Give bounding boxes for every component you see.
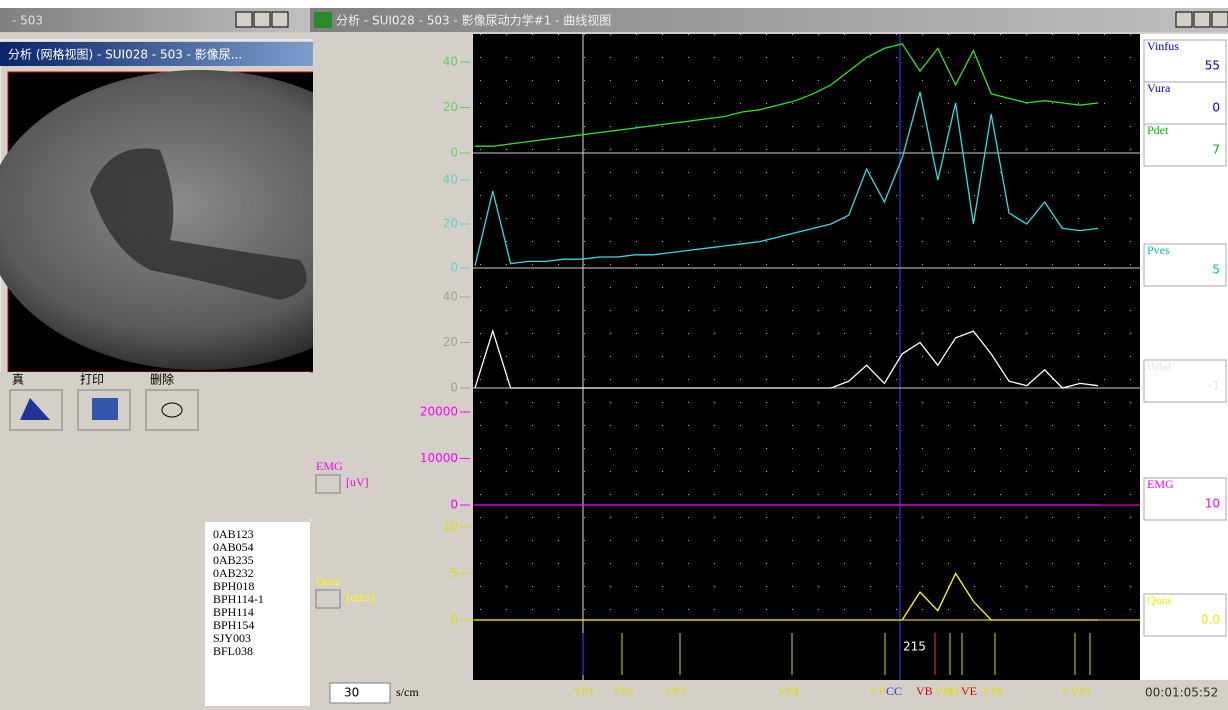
toolbar-icons[interactable] — [10, 390, 198, 430]
event-label: CC — [886, 684, 902, 698]
event-label: VE — [961, 684, 977, 698]
y-tick-label: 0 — [450, 613, 458, 627]
toolbar-label: 打印 — [80, 373, 104, 387]
record-item[interactable]: BPH018 — [213, 579, 254, 593]
window-buttons[interactable] — [236, 12, 288, 27]
desktop — [0, 0, 1228, 8]
event-label: VB — [916, 684, 933, 698]
record-item[interactable]: BPH114 — [213, 605, 254, 619]
record-item[interactable]: BPH154 — [213, 618, 254, 632]
readout-label: Qura — [1147, 593, 1172, 607]
y-tick-label: 0 — [450, 261, 458, 275]
readout-label: EMG — [1147, 477, 1174, 491]
readout-value: 10 — [1205, 497, 1220, 511]
y-tick-label: 40 — [443, 290, 458, 304]
readout-value: 0 — [1212, 101, 1220, 115]
speed-unit: s/cm — [396, 685, 419, 699]
y-tick-label: 20000 — [420, 405, 458, 419]
y-tick-label: 0 — [450, 498, 458, 512]
y-tick-label: 0 — [450, 381, 458, 395]
y-tick-label: 20 — [443, 100, 458, 114]
channel-label: Qura — [316, 574, 341, 588]
y-tick-label: 40 — [443, 55, 458, 69]
toolbar-label: 删除 — [150, 372, 174, 387]
event-label: VP — [870, 684, 886, 698]
speed-box[interactable] — [330, 683, 390, 703]
speed: 30 — [344, 686, 359, 700]
record-item[interactable]: 0AB054 — [213, 540, 254, 554]
inner-window-title: 分析 (网格视图) - SUI028 - 503 - 影像尿... — [8, 47, 242, 62]
readout-label: Pves — [1147, 243, 1170, 257]
readout-label: Vinfus — [1147, 39, 1179, 53]
channel-unit: [uV] — [346, 475, 369, 489]
y-tick-label: 10000 — [420, 451, 458, 465]
record-item[interactable]: BPH114-1 — [213, 592, 264, 606]
y-tick-label: 20 — [443, 217, 458, 231]
spin-button[interactable] — [316, 590, 340, 608]
event-label: VP8 — [982, 684, 1003, 698]
readout-value: -1 — [1208, 379, 1220, 393]
readout-label: Vura — [1147, 81, 1171, 95]
readout-label: Pdet — [1147, 123, 1169, 137]
spin-button[interactable] — [316, 475, 340, 493]
y-tick-label: 5 — [450, 566, 458, 580]
channel-label: EMG — [316, 459, 343, 473]
readout-value: 55 — [1205, 59, 1220, 73]
record-item[interactable]: SJY003 — [213, 631, 251, 645]
readout-value: 7 — [1212, 143, 1220, 157]
record-item[interactable]: 0AB232 — [213, 566, 254, 580]
toolbar-label: 真 — [12, 373, 24, 387]
plot-grid — [473, 34, 1140, 630]
screen: - 503 分析 (网格视图) - SUI028 - 503 - 影像尿... … — [0, 0, 1228, 706]
elapsed-time: 00:01:05:52 — [1145, 686, 1218, 700]
cursor-label: 215 — [903, 640, 926, 654]
y-tick-label: 10 — [443, 520, 458, 534]
y-tick-label: 40 — [443, 173, 458, 187]
app-icon — [314, 12, 332, 28]
y-tick-label: 20 — [443, 335, 458, 349]
page: - 503 分析 (网格视图) - SUI028 - 503 - 影像尿... … — [0, 0, 1228, 706]
record-item[interactable]: 0AB123 — [213, 527, 254, 541]
main-window-buttons[interactable] — [1176, 12, 1228, 27]
channel-unit: [ml/s] — [346, 590, 375, 604]
event-label: VP1 — [573, 684, 594, 698]
record-item[interactable]: 0AB235 — [213, 553, 254, 567]
readout-label: Pabd — [1147, 359, 1171, 373]
event-label: VP2 — [612, 684, 633, 698]
main-window-title: 分析 - SUI028 - 503 - 影像尿动力学#1 - 曲线视图 — [336, 13, 611, 28]
readout-value: 0.0 — [1201, 613, 1220, 627]
window-title: - 503 — [12, 14, 43, 28]
event-label: VP3 — [664, 684, 685, 698]
event-label: VVP1 — [1062, 684, 1092, 698]
readout-value: 5 — [1212, 263, 1220, 277]
record-item[interactable]: BFL038 — [213, 644, 253, 658]
event-label: VP4 — [778, 684, 799, 698]
y-tick-label: 0 — [450, 146, 458, 160]
